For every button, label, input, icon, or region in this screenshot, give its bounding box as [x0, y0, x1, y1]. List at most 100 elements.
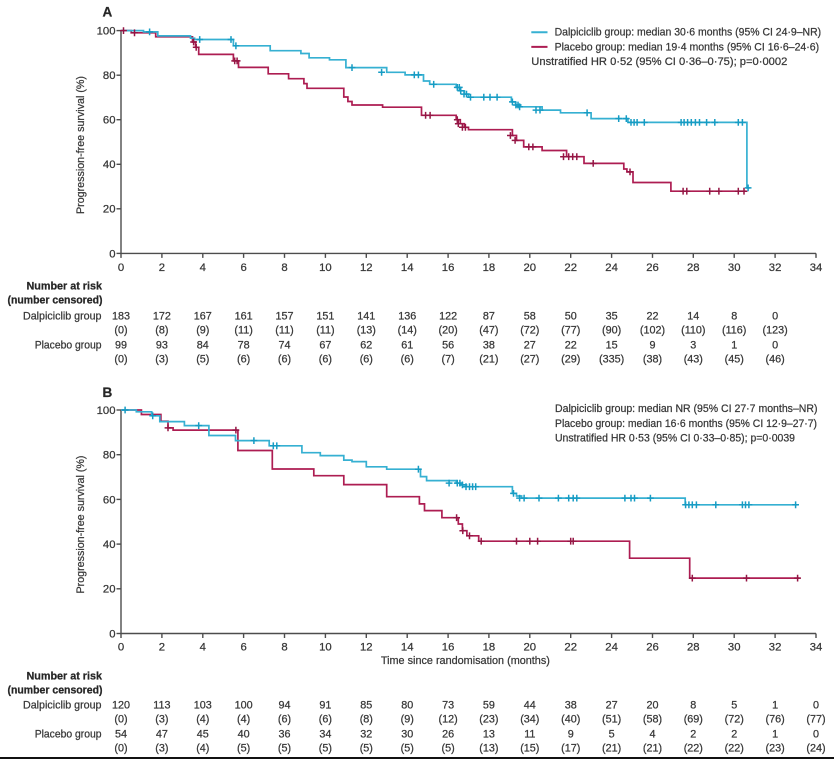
svg-text:80: 80 — [401, 700, 413, 712]
svg-text:(123): (123) — [762, 325, 787, 337]
svg-text:0: 0 — [118, 262, 124, 274]
svg-text:Placebo group: Placebo group — [35, 340, 102, 352]
svg-text:22: 22 — [564, 641, 577, 653]
svg-text:(5): (5) — [360, 743, 373, 755]
svg-text:100: 100 — [97, 26, 116, 38]
svg-text:(5): (5) — [237, 743, 250, 755]
svg-text:35: 35 — [606, 311, 618, 323]
svg-text:28: 28 — [687, 641, 700, 653]
svg-text:5: 5 — [731, 700, 737, 712]
svg-text:(29): (29) — [561, 354, 580, 366]
svg-text:40: 40 — [103, 539, 116, 551]
svg-text:Time since randomisation (mont: Time since randomisation (months) — [381, 655, 550, 667]
svg-text:8: 8 — [690, 700, 696, 712]
svg-text:122: 122 — [439, 311, 457, 323]
svg-text:8: 8 — [281, 262, 287, 274]
svg-text:(15): (15) — [520, 743, 539, 755]
svg-text:44: 44 — [524, 700, 536, 712]
svg-text:15: 15 — [606, 340, 618, 352]
svg-text:38: 38 — [565, 700, 577, 712]
svg-text:(6): (6) — [401, 354, 414, 366]
svg-text:22: 22 — [565, 340, 577, 352]
svg-text:(3): (3) — [155, 743, 168, 755]
svg-text:34: 34 — [319, 729, 331, 741]
svg-text:100: 100 — [235, 700, 253, 712]
svg-text:(8): (8) — [155, 325, 168, 337]
svg-text:13: 13 — [483, 729, 495, 741]
svg-text:(72): (72) — [520, 325, 539, 337]
svg-text:14: 14 — [687, 311, 699, 323]
svg-text:62: 62 — [360, 340, 372, 352]
svg-text:27: 27 — [524, 340, 536, 352]
svg-text:93: 93 — [156, 340, 168, 352]
svg-text:12: 12 — [360, 641, 373, 653]
svg-text:30: 30 — [728, 641, 741, 653]
svg-text:(22): (22) — [725, 743, 744, 755]
svg-text:Placebo group: median 16·6 mon: Placebo group: median 16·6 months (95% C… — [555, 418, 817, 430]
svg-text:113: 113 — [153, 700, 170, 712]
svg-text:26: 26 — [646, 641, 659, 653]
svg-text:1: 1 — [731, 340, 737, 352]
svg-text:157: 157 — [275, 311, 293, 323]
svg-text:16: 16 — [442, 641, 455, 653]
svg-text:(5): (5) — [196, 354, 209, 366]
svg-text:50: 50 — [565, 311, 577, 323]
svg-text:22: 22 — [564, 262, 577, 274]
svg-text:(0): (0) — [114, 325, 127, 337]
svg-text:(13): (13) — [357, 325, 376, 337]
svg-text:4: 4 — [649, 729, 655, 741]
svg-text:(76): (76) — [765, 714, 784, 726]
svg-text:9: 9 — [649, 340, 655, 352]
svg-text:(4): (4) — [196, 714, 209, 726]
svg-text:(45): (45) — [725, 354, 744, 366]
svg-text:(13): (13) — [479, 743, 498, 755]
svg-text:(5): (5) — [319, 743, 332, 755]
svg-text:18: 18 — [483, 641, 496, 653]
svg-text:20: 20 — [103, 584, 116, 596]
svg-text:67: 67 — [319, 340, 331, 352]
svg-text:(0): (0) — [114, 714, 127, 726]
svg-text:103: 103 — [194, 700, 212, 712]
svg-text:Dalpiciclib group: median 30·6: Dalpiciclib group: median 30·6 months (9… — [555, 27, 822, 39]
svg-text:100: 100 — [97, 405, 116, 417]
svg-text:87: 87 — [483, 311, 495, 323]
svg-text:16: 16 — [442, 262, 455, 274]
svg-text:60: 60 — [103, 115, 116, 127]
svg-text:(6): (6) — [278, 354, 291, 366]
svg-text:(6): (6) — [360, 354, 373, 366]
svg-text:32: 32 — [769, 641, 782, 653]
svg-text:Unstratified HR 0·53 (95% CI 0: Unstratified HR 0·53 (95% CI 0·33–0·85);… — [555, 433, 795, 445]
svg-text:A: A — [103, 4, 113, 19]
svg-text:(38): (38) — [643, 354, 662, 366]
svg-text:Number at risk: Number at risk — [27, 281, 103, 293]
svg-text:4: 4 — [200, 262, 206, 274]
svg-text:32: 32 — [769, 262, 782, 274]
svg-text:(20): (20) — [438, 325, 457, 337]
svg-text:(21): (21) — [602, 743, 621, 755]
svg-text:20: 20 — [524, 262, 537, 274]
svg-text:(12): (12) — [438, 714, 457, 726]
svg-text:(3): (3) — [155, 354, 168, 366]
svg-text:10: 10 — [319, 641, 332, 653]
svg-text:(51): (51) — [602, 714, 621, 726]
svg-text:59: 59 — [483, 700, 495, 712]
svg-text:60: 60 — [103, 494, 116, 506]
svg-text:0: 0 — [109, 248, 115, 260]
svg-text:(17): (17) — [561, 743, 580, 755]
svg-text:(22): (22) — [684, 743, 703, 755]
svg-text:14: 14 — [401, 262, 414, 274]
svg-text:(21): (21) — [479, 354, 498, 366]
svg-text:161: 161 — [235, 311, 253, 323]
svg-text:(27): (27) — [520, 354, 539, 366]
svg-text:(110): (110) — [681, 325, 705, 337]
svg-text:4: 4 — [200, 641, 206, 653]
svg-text:0: 0 — [772, 340, 778, 352]
svg-text:(6): (6) — [278, 714, 291, 726]
svg-text:(116): (116) — [722, 325, 746, 337]
svg-text:(23): (23) — [479, 714, 498, 726]
svg-text:(58): (58) — [643, 714, 662, 726]
svg-text:20: 20 — [103, 204, 116, 216]
svg-text:0: 0 — [813, 729, 819, 741]
svg-text:45: 45 — [197, 729, 209, 741]
svg-text:8: 8 — [731, 311, 737, 323]
